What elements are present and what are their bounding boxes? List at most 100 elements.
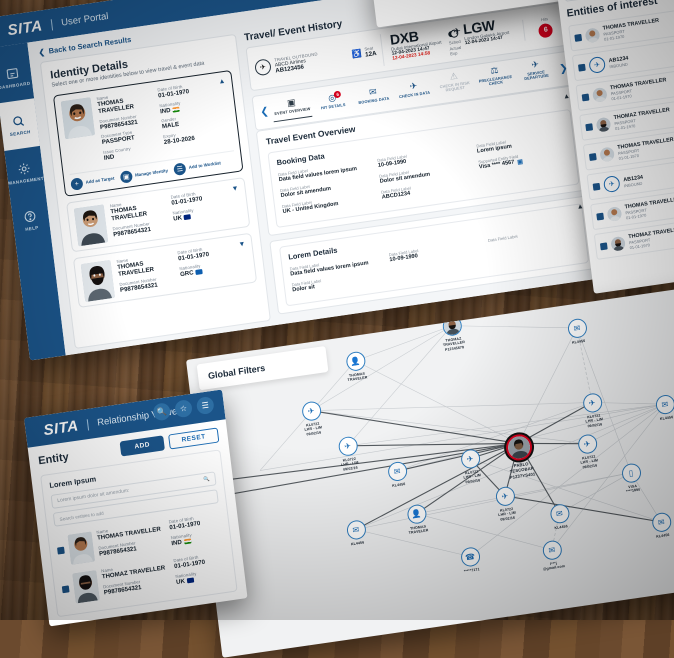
portal-sidebar: DASHBOARD SEARCH MANAGEMENT HELP <box>0 42 66 361</box>
tab-check-in-data[interactable]: ✈ CHECK IN DATA <box>394 80 435 105</box>
avatar <box>73 204 109 247</box>
list-item[interactable]: THOMAZ TRAVELLER PASSPORT 01-01-1970 #12… <box>579 87 674 141</box>
email-icon: ✉ <box>650 511 672 534</box>
list-item[interactable]: Name THOMAS TRAVELLER Document Number P9… <box>55 508 224 570</box>
header-separator: | <box>49 16 55 32</box>
portal-title: User Portal <box>60 10 109 29</box>
entity-search-box: Lorem Ipsum Lorem ipsum dolor sit amendu… <box>40 449 238 618</box>
sidebar-item-search[interactable]: SEARCH <box>0 98 40 152</box>
origin-airport: DXB Dubai International Airport 12-04-20… <box>389 25 446 62</box>
graph-node-email[interactable]: ✉ KL4456 <box>642 392 674 424</box>
reset-button[interactable]: RESET <box>167 427 220 450</box>
sidebar-item-help[interactable]: HELP <box>10 194 51 247</box>
graph-node-person[interactable]: 👤 THOMAS TRAVELER <box>332 349 379 385</box>
identity-card-selected[interactable]: Name THOMAS TRAVELLER Document Number P9… <box>52 69 244 197</box>
avatar <box>441 315 463 338</box>
add-to-worklist-button[interactable]: ☰ Add to Worklist <box>173 157 221 176</box>
star-icon[interactable]: ☆ <box>174 399 193 419</box>
overview-icon: ▣ <box>286 97 297 109</box>
list-item[interactable]: THOMAS TRAVELLER PASSPORT 01-01-1970 #12… <box>582 117 674 171</box>
risk-icon: ⚠ <box>449 70 459 82</box>
node-label: KL0722 LHR - LIM 09/02/16 <box>498 506 517 522</box>
node-label: KL0722 LHR - LIM 09/02/16 <box>304 421 323 437</box>
row-checkbox[interactable] <box>574 33 583 42</box>
action-label: Add as Target <box>85 176 115 186</box>
flag-icon <box>172 106 180 113</box>
row-checkbox[interactable] <box>61 585 70 594</box>
lorem-col-2: Data Field Label 10-09-1990 <box>389 239 482 284</box>
list-item[interactable]: THOMAS TRAVELLER PASSPORT 01-01-1970 #12… <box>575 58 674 112</box>
graph-node-email[interactable]: ✉ l***j @gmail.com <box>529 538 576 574</box>
graph-node-flight[interactable]: ✈ KL0722 LHR - LIM 09/02/16 <box>564 432 612 472</box>
action-label: Add to Worklist <box>188 160 222 171</box>
tab-event-overview[interactable]: ▣ EVENT OVERVIEW <box>271 96 313 123</box>
add-button[interactable]: ADD <box>119 435 165 457</box>
tab-preclearance-check[interactable]: ⚖ PRECLEARANCE CHECK <box>475 64 517 93</box>
tab-label: PRECLEARANCE CHECK <box>478 73 513 87</box>
booking-col-2: Data Field Label 10-09-1990 Data Field L… <box>377 145 472 206</box>
person-icon: 👤 <box>344 350 366 373</box>
graph-node-email[interactable]: ✉ KL4456 <box>638 510 674 542</box>
sidebar-item-label: MANAGEMENT <box>7 175 45 186</box>
tabs-prev-arrow[interactable]: ❮ <box>259 105 270 119</box>
sidebar-item-dashboard[interactable]: DASHBOARD <box>0 51 34 104</box>
graph-node-flight[interactable]: ✈ KL0722 LHR - LIM 09/02/16 <box>482 484 530 524</box>
tab-badge: 6 <box>333 90 342 99</box>
graph-node-flight[interactable]: ✈ KL0722 LHR - LIM 09/02/16 <box>288 399 336 439</box>
row-checkbox[interactable] <box>592 182 601 191</box>
list-item[interactable]: THOMAZ TRAVELLER PASSPORT 01-01-1970 #12… <box>593 207 674 260</box>
graph-node-flight[interactable]: ✈ KL0722 LHR - LIM 09/02/16 <box>325 434 373 474</box>
row-checkbox[interactable] <box>599 241 608 250</box>
tab-service-departure[interactable]: ✈ SERVICE DEPARTURE <box>515 58 557 87</box>
graph-node-person[interactable]: 👤 THOMAS TRAVELER <box>394 502 441 538</box>
manage-identity-button[interactable]: ▣ Manage Identity <box>119 165 169 184</box>
checkin-icon: ✈ <box>409 80 418 92</box>
identity-card[interactable]: Name THOMAS TRAVELLER Document Number P9… <box>72 232 258 308</box>
sita-logo: SITA <box>6 16 44 39</box>
flag-icon <box>186 576 195 583</box>
tab-label: CHECK IN RISK REQUEST <box>439 79 471 93</box>
avatar <box>67 531 95 565</box>
chevron-down-icon[interactable]: ▼ <box>231 185 239 193</box>
row-checkbox[interactable] <box>596 212 604 221</box>
row-checkbox[interactable] <box>585 122 594 131</box>
tab-booking-data[interactable]: ✉ BOOKING DATA <box>353 86 394 111</box>
search-icon[interactable]: 🔍 <box>203 476 211 483</box>
route-line: ✈ Sched Actual Exp <box>447 23 463 56</box>
plane-icon: ✈ <box>494 485 516 508</box>
email-icon: ✉ <box>541 539 563 562</box>
entity-search-value: Lorem ipsum dolor sit amendum: <box>57 487 130 505</box>
row-checkbox[interactable] <box>581 92 590 101</box>
departure-icon: ✈ <box>530 58 540 70</box>
tab-hit-details[interactable]: 6 ◎ HIT DETAILS <box>312 90 353 116</box>
sita-user-portal-window: SITA | User Portal DASHBOARD SEARCH MANA… <box>0 0 605 361</box>
relationship-graph[interactable]: 👤 THOMAS TRAVELER THOMAZ TRAVELLER P1234567… <box>186 286 674 658</box>
card-icon[interactable]: ▣ <box>517 159 524 166</box>
tab-label: HIT DETAILS <box>320 102 346 111</box>
filter-icon[interactable]: ☰ <box>195 395 215 416</box>
booking-col-3: Data Field Label Lorem ipsum Supported E… <box>476 131 571 192</box>
graph-node-center-entity[interactable]: PABLO TESCOBAR P1237YS401 <box>496 431 545 481</box>
row-checkbox[interactable] <box>588 152 597 161</box>
graph-node-person[interactable]: THOMAZ TRAVELLER P12345678 <box>429 314 477 354</box>
list-item[interactable]: Name THOMAZ TRAVELLER Document Number P9… <box>60 547 229 609</box>
chevron-down-icon[interactable]: ▼ <box>238 240 246 249</box>
action-label: Manage Identity <box>134 168 169 179</box>
graph-node-card[interactable]: ▯ VISA ****1890 <box>608 461 655 497</box>
add-as-target-button[interactable]: + Add as Target <box>70 173 115 191</box>
list-item[interactable]: THOMAS TRAVELLER PASSPORT 01-01-1970 #12… <box>590 177 674 231</box>
search-icon[interactable]: 🔍 <box>152 402 172 422</box>
row-checkbox[interactable] <box>57 546 65 555</box>
global-filters-label: Global Filters <box>207 362 266 381</box>
list-item[interactable]: THOMAS TRAVELLER PASSPORT 01-01-1970 #12… <box>568 0 674 52</box>
graph-node-flight[interactable]: ✈ KL0722 LHR - LIM 09/02/16 <box>569 390 617 430</box>
relationship-viewer-graph-panel: Global Filters <box>186 285 674 658</box>
identity-card[interactable]: Name THOMAS TRAVELLER Document Number P9… <box>66 177 251 253</box>
graph-node-flight[interactable]: ✈ KL0722 LHR - LIM 09/02/16 <box>447 446 495 486</box>
travel-event-history-panel: Travel/ Event History ✈ TRAVEL OUTBOUND … <box>244 0 600 320</box>
hits-badge[interactable]: Hits 6 <box>522 13 564 41</box>
sidebar-item-management[interactable]: MANAGEMENT <box>4 146 45 199</box>
entities-of-interest-panel: Search Entities of interest THOMAS TRAVE… <box>556 0 674 294</box>
row-checkbox[interactable] <box>577 63 586 72</box>
seat-info: ♿ Seat 12A <box>351 45 377 60</box>
